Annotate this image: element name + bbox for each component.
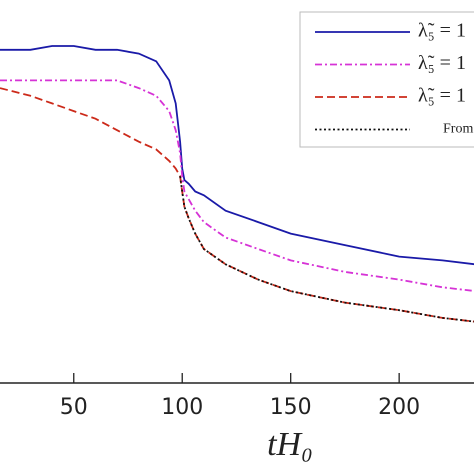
legend-label: λ̃₅ = 1 — [418, 52, 466, 74]
x-tick-label: 100 — [161, 395, 203, 420]
x-axis-label: tH₀ — [267, 426, 313, 463]
legend-label: λ̃₅ = 1 — [418, 20, 466, 42]
legend-label: From — [443, 122, 473, 137]
legend-label: λ̃₅ = 1 — [418, 85, 466, 107]
line — [0, 79, 474, 292]
line — [0, 45, 474, 266]
x-tick-label: 150 — [270, 395, 312, 420]
x-tick-label: 50 — [60, 395, 88, 420]
legend-box — [299, 11, 474, 148]
x-tick-label: 200 — [378, 395, 420, 420]
line — [179, 176, 474, 323]
